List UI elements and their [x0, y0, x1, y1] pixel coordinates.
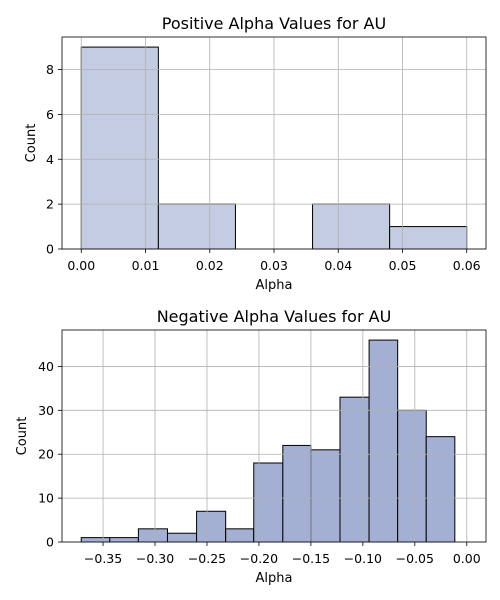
positive-bar-1 [157, 203, 236, 250]
negative-bar-3 [166, 532, 198, 543]
negative-ytick-label-4: 40 [38, 359, 54, 374]
positive-chart-title: Positive Alpha Values for AU [162, 14, 386, 33]
positive-xtick-label-0: 0.00 [67, 258, 95, 273]
negative-y-axis-label: Count [15, 417, 30, 456]
positive-xtick-label-2: 0.02 [196, 258, 224, 273]
positive-ytick-label-3: 6 [46, 107, 54, 122]
positive-xtick-label-1: 0.01 [132, 258, 160, 273]
negative-chart: −0.35 −0.30 −0.25 −0.20 −0.15 −0.10 −0.05 0.00 0… [15, 307, 487, 586]
positive-ytick-label-2: 4 [46, 152, 54, 167]
positive-ytick-label-4: 8 [46, 62, 54, 77]
negative-xtick-label-3: −0.20 [240, 551, 278, 566]
positive-bar-4 [389, 226, 468, 250]
negative-xtick-label-7: 0.00 [453, 551, 481, 566]
negative-bar-6 [253, 462, 284, 543]
negative-bar-11 [397, 409, 427, 543]
negative-bar-1 [109, 537, 139, 543]
negative-bar-8 [310, 449, 341, 543]
positive-bar-0 [80, 46, 159, 250]
negative-ytick-label-3: 30 [38, 403, 54, 418]
positive-ytick-label-1: 2 [46, 197, 54, 212]
positive-xtick-label-3: 0.03 [260, 258, 288, 273]
positive-bar-3 [312, 203, 391, 250]
negative-bar-10 [368, 339, 399, 543]
negative-xtick-label-4: −0.15 [292, 551, 330, 566]
negative-x-axis-label: Alpha [256, 571, 293, 586]
negative-xtick-label-5: −0.10 [344, 551, 382, 566]
negative-bar-5 [225, 528, 255, 543]
positive-chart: 0.00 0.01 0.02 0.03 0.04 0.05 0.06 0 2 4 6 8 Positiv… [24, 14, 487, 293]
negative-plot-frame [61, 329, 487, 543]
negative-xtick-label-6: −0.05 [396, 551, 434, 566]
positive-xtick-label-5: 0.05 [389, 258, 417, 273]
positive-ytick-label-0: 0 [46, 242, 54, 257]
positive-xtick-label-4: 0.04 [324, 258, 352, 273]
negative-bar-2 [137, 528, 168, 543]
negative-bar-0 [80, 537, 111, 543]
negative-bar-12 [425, 436, 456, 543]
negative-xtick-label-1: −0.30 [136, 551, 174, 566]
negative-ytick-label-2: 20 [38, 447, 54, 462]
positive-xtick-label-6: 0.06 [453, 258, 481, 273]
negative-xtick-label-0: −0.35 [84, 551, 122, 566]
positive-x-axis-label: Alpha [256, 278, 293, 293]
negative-bar-9 [339, 396, 370, 543]
negative-bar-4 [196, 510, 227, 543]
negative-ytick-label-0: 0 [46, 535, 54, 550]
negative-ytick-label-1: 10 [38, 491, 54, 506]
positive-y-axis-label: Count [24, 124, 39, 163]
negative-xtick-label-2: −0.25 [188, 551, 226, 566]
negative-bar-7 [282, 444, 312, 543]
negative-chart-title: Negative Alpha Values for AU [157, 307, 392, 326]
